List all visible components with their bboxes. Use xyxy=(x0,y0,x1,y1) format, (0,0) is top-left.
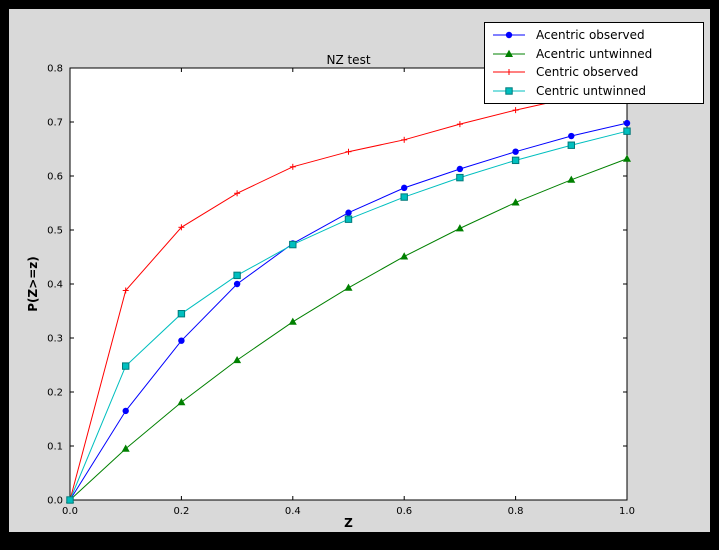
legend-entry-acentric-untwinned: Acentric untwinned xyxy=(491,47,697,61)
legend-sample-line xyxy=(493,69,525,76)
x-tick-label: 0.6 xyxy=(396,506,412,517)
x-tick-label: 1.0 xyxy=(619,506,635,517)
legend-sample-line xyxy=(493,32,525,39)
y-tick-label: 0.1 xyxy=(47,442,63,453)
legend-label: Acentric untwinned xyxy=(536,46,653,61)
x-tick-label: 0.0 xyxy=(62,506,78,517)
legend-entry-acentric-observed: Acentric observed xyxy=(491,28,697,42)
series-centric-untwinned xyxy=(66,127,631,504)
y-tick-label: 0.8 xyxy=(47,64,63,75)
legend-label: Acentric observed xyxy=(536,28,645,43)
legend-label: Centric untwinned xyxy=(536,83,647,98)
y-tick-label: 0.5 xyxy=(47,226,63,237)
legend-sample-line xyxy=(493,87,525,95)
y-tick-label: 0.7 xyxy=(47,118,63,129)
y-tick-label: 0.6 xyxy=(47,172,63,183)
legend-label: Centric observed xyxy=(536,65,639,80)
y-tick-label: 0.4 xyxy=(47,280,63,291)
y-tick-label: 0.3 xyxy=(47,334,63,345)
x-tick-label: 0.4 xyxy=(285,506,301,517)
x-tick-label: 0.2 xyxy=(173,506,189,517)
y-axis-label: P(Z>=z) xyxy=(26,256,40,312)
chart-title: NZ test xyxy=(326,53,371,67)
legend: Acentric observed Acentric untwinned Cen… xyxy=(484,22,704,104)
figure: 0.0 0.2 0.4 0.6 0.8 1.0 0.0 0.1 0.2 0.3 0.4 0.5 0.6 0… xyxy=(9,9,710,532)
tick-labels: 0.0 0.2 0.4 0.6 0.8 1.0 0.0 0.1 0.2 0.3 0.4 0.5 0.6 0… xyxy=(47,64,635,518)
x-tick-label: 0.8 xyxy=(508,506,524,517)
plot-canvas: 0.0 0.2 0.4 0.6 0.8 1.0 0.0 0.1 0.2 0.3 0.4 0.5 0.6 0… xyxy=(47,64,635,518)
legend-entry-centric-untwinned: Centric untwinned xyxy=(491,84,697,98)
x-axis-label: Z xyxy=(344,516,353,530)
legend-entry-centric-observed: Centric observed xyxy=(491,65,697,79)
y-tick-label: 0.2 xyxy=(47,388,63,399)
legend-sample-line xyxy=(493,49,525,57)
y-tick-label: 0.0 xyxy=(47,496,63,507)
